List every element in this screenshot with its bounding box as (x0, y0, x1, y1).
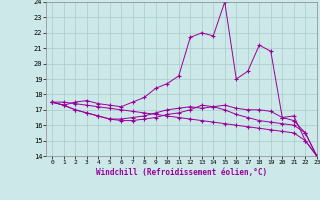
X-axis label: Windchill (Refroidissement éolien,°C): Windchill (Refroidissement éolien,°C) (96, 168, 267, 177)
